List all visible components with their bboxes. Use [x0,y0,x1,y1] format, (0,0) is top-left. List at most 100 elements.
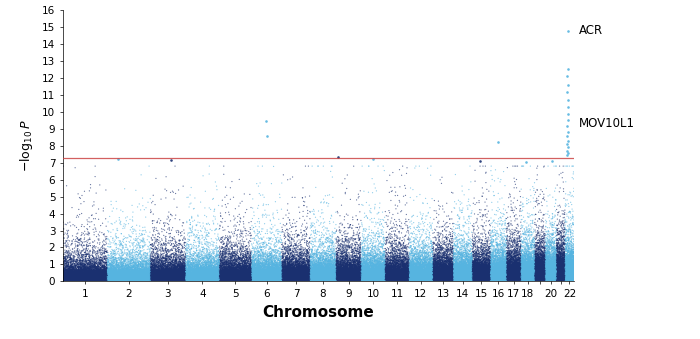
Point [326,275,337,280]
Point [522,277,533,283]
Point [545,277,557,282]
Point [419,279,430,284]
Point [260,279,271,284]
Point [556,278,568,283]
Point [435,278,446,283]
Point [205,275,216,280]
Point [466,278,477,284]
Point [514,277,525,282]
Point [304,276,316,281]
Point [545,276,556,281]
Point [256,279,267,284]
Point [533,278,544,283]
Point [113,278,124,284]
Point [351,274,362,280]
Point [543,278,554,284]
Point [491,278,503,283]
Point [463,274,475,280]
Point [438,278,449,283]
Point [306,278,317,283]
Point [284,278,295,283]
Point [523,279,534,284]
Point [164,278,176,284]
Point [547,272,559,277]
Point [160,278,172,283]
Point [146,266,157,271]
Point [468,270,479,276]
Point [564,271,575,276]
Point [428,277,439,282]
Point [134,254,146,260]
Point [75,278,86,283]
Point [258,240,269,245]
Point [309,278,320,283]
Point [263,278,274,284]
Point [176,242,188,248]
Point [554,275,566,281]
Point [152,279,163,284]
Point [542,278,554,283]
Point [409,273,420,278]
Point [432,279,443,284]
Point [184,275,195,280]
Point [549,269,560,275]
Point [335,265,346,271]
Point [99,278,111,284]
Point [424,276,435,281]
Point [537,278,548,283]
Point [125,279,136,284]
Point [461,272,472,278]
Point [181,278,193,283]
Point [466,274,477,279]
Point [363,278,374,283]
Point [319,278,330,284]
Point [170,277,181,282]
Point [350,265,361,270]
Point [187,278,198,283]
Point [526,271,537,277]
Point [368,274,379,279]
Point [376,276,387,281]
Point [457,279,468,284]
Point [367,278,378,284]
Point [442,263,454,268]
Point [427,277,438,283]
Point [326,277,337,282]
Point [516,273,527,279]
Point [402,279,414,284]
Point [562,276,573,282]
Point [560,277,571,282]
Point [323,278,334,284]
Point [503,276,514,281]
Point [493,275,504,281]
Point [223,271,234,276]
Point [414,278,426,284]
Point [306,278,317,284]
Point [318,277,329,283]
Point [410,268,421,274]
Point [490,278,501,284]
Point [85,277,96,282]
Point [436,268,447,274]
Point [541,272,552,277]
Point [438,279,449,284]
Point [533,278,544,283]
Point [194,266,205,272]
Point [543,278,554,283]
Point [111,277,122,282]
Point [227,278,238,283]
Point [450,278,461,284]
Point [507,278,518,283]
Point [564,278,575,284]
Point [533,278,545,283]
Point [530,277,541,282]
Point [525,255,536,260]
Point [117,278,128,284]
Point [171,278,182,284]
Point [163,276,174,281]
Point [344,276,356,281]
Point [512,278,523,284]
Point [550,277,561,283]
Point [528,274,539,279]
Point [97,247,108,253]
